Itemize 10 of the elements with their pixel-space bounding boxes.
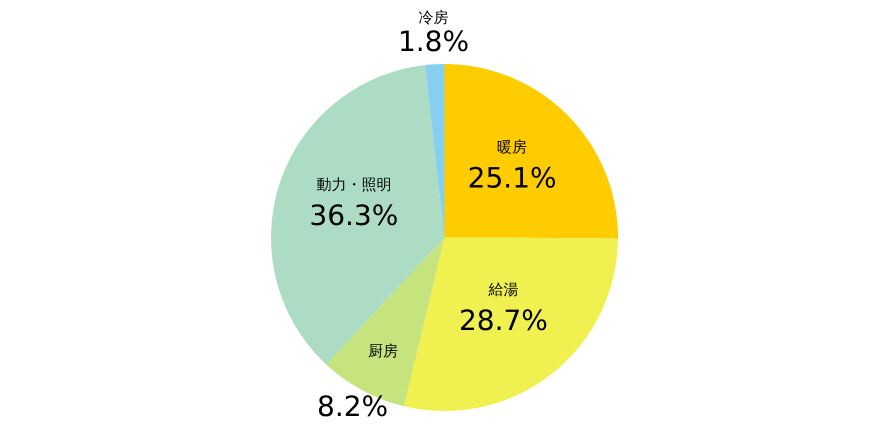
slice-label: 冷房 xyxy=(418,8,449,26)
data-label: 8.2% xyxy=(317,390,388,423)
data-label: 36.3% xyxy=(309,198,398,232)
slice-label: 厨房 xyxy=(368,342,398,360)
slice-label: 動力・照明 xyxy=(316,176,392,194)
slice-label: 暖房 xyxy=(497,138,528,156)
data-label: 28.7% xyxy=(458,304,548,337)
data-label: 1.8% xyxy=(398,24,470,58)
data-label: 25.1% xyxy=(468,161,557,194)
slice-label: 給湯 xyxy=(487,280,518,298)
